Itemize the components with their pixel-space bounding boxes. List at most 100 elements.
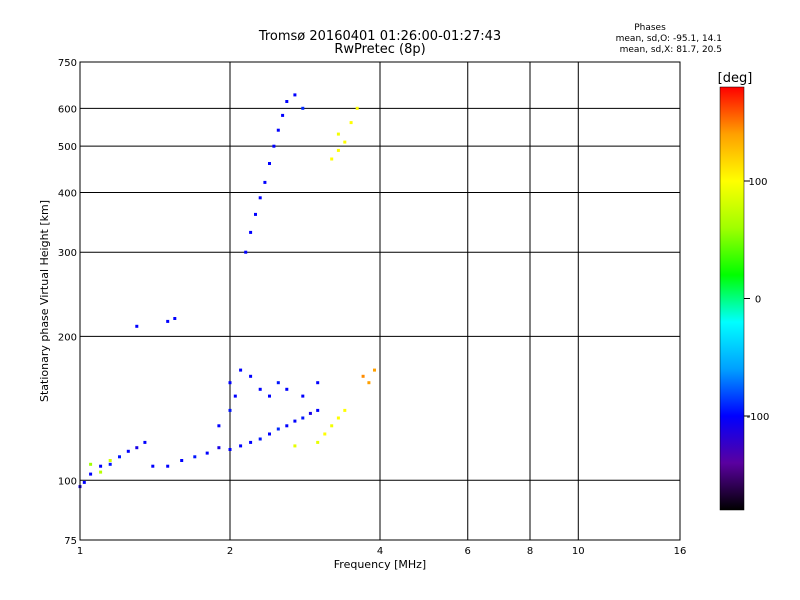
point-x-4: [349, 121, 353, 125]
point-x-12: [367, 381, 371, 385]
point-o-22: [293, 419, 297, 423]
chart-subtitle: RwPretec (8p): [334, 42, 425, 57]
data-points: [78, 93, 376, 489]
chart-title: Tromsø 20160401 01:26:00-01:27:43: [258, 29, 501, 44]
point-o-3: [99, 464, 103, 468]
point-o-38: [244, 250, 248, 254]
point-o-13: [205, 451, 209, 455]
point-o-18: [258, 437, 262, 441]
x-tick-label-1: 2: [227, 546, 233, 557]
colorbar-tick-label-0: 100: [748, 177, 767, 188]
point-o-42: [263, 180, 267, 184]
point-x-15: [89, 462, 93, 466]
point-x-11: [293, 444, 297, 448]
point-o-20: [276, 427, 280, 431]
x-tick-label-5: 10: [572, 546, 585, 557]
point-o-17: [249, 440, 253, 444]
point-o-10: [166, 464, 170, 468]
point-o-15: [228, 448, 232, 451]
point-o-7: [135, 446, 139, 450]
point-o-11: [180, 459, 184, 462]
point-o-8: [143, 440, 147, 444]
plot-frame: [79, 61, 681, 541]
point-x-8: [330, 424, 334, 428]
y-tick-label-6: 600: [58, 104, 77, 115]
point-o-24: [308, 411, 312, 415]
point-x-10: [343, 408, 347, 412]
y-tick-label-2: 200: [58, 332, 77, 343]
point-x-13: [373, 368, 376, 372]
point-o-51: [173, 317, 177, 320]
point-x-1: [336, 148, 340, 152]
point-o-12: [193, 455, 197, 459]
y-tick-label-0: 75: [64, 536, 77, 547]
y-tick-label-1: 100: [58, 476, 77, 487]
point-o-45: [276, 128, 280, 132]
point-x-7: [323, 432, 327, 436]
point-o-46: [281, 113, 285, 117]
point-o-23: [301, 416, 305, 420]
point-o-26: [217, 424, 221, 428]
point-o-19: [268, 432, 271, 436]
colorbar: [719, 86, 745, 511]
point-o-21: [285, 424, 289, 428]
y-axis-label: Stationary phase Virtual Height [km]: [38, 200, 51, 402]
point-o-25: [316, 408, 320, 412]
point-o-36: [301, 394, 305, 398]
point-o-37: [316, 381, 320, 385]
point-o-39: [249, 230, 253, 234]
y-tick-label-4: 400: [58, 188, 77, 199]
point-o-31: [249, 374, 253, 378]
point-o-4: [108, 462, 112, 466]
x-tick-label-3: 6: [465, 546, 471, 557]
point-o-43: [268, 162, 271, 165]
y-tick-label-3: 300: [58, 248, 77, 259]
point-o-48: [293, 93, 297, 97]
point-o-27: [228, 408, 232, 412]
point-o-14: [217, 446, 221, 450]
point-x-2: [343, 140, 347, 144]
x-axis-ticks: 1 2 4 6 8 10 16: [77, 546, 687, 557]
y-axis-ticks: 75 100 200 300 400 500 600 750: [58, 58, 77, 547]
point-o-33: [268, 394, 271, 398]
point-x-3: [336, 132, 340, 136]
x-tick-label-4: 8: [527, 546, 533, 557]
x-tick-label-0: 1: [77, 546, 83, 557]
point-o-32: [258, 387, 262, 391]
point-o-34: [276, 381, 280, 385]
point-o-29: [228, 381, 232, 385]
stats-o-line: mean, sd,O: -95.1, 14.1: [616, 34, 722, 44]
colorbar-tick-label-1: 0: [755, 295, 761, 306]
point-x-16: [99, 470, 103, 474]
point-x-17: [108, 459, 112, 462]
point-o-30: [239, 368, 243, 372]
point-o-47: [285, 100, 289, 103]
point-o-16: [239, 444, 243, 448]
x-tick-label-2: 4: [377, 546, 383, 557]
point-x-6: [316, 440, 320, 444]
y-tick-label-7: 750: [58, 58, 77, 69]
stats-heading: Phases: [634, 23, 666, 33]
point-o-49: [301, 106, 305, 110]
point-o-41: [258, 196, 262, 200]
y-tick-label-5: 500: [58, 142, 77, 153]
point-o-9: [151, 464, 155, 468]
point-o-40: [254, 212, 257, 216]
point-o-50: [166, 319, 170, 323]
point-o-6: [126, 449, 130, 453]
x-axis-label: Frequency [MHz]: [334, 558, 426, 571]
point-x-0: [330, 157, 334, 161]
point-o-1: [82, 480, 86, 484]
colorbar-label: [deg]: [718, 71, 753, 86]
point-o-44: [272, 144, 276, 148]
point-o-52: [135, 324, 139, 328]
point-o-2: [89, 472, 93, 476]
point-o-28: [233, 394, 237, 398]
colorbar-ticks: 100 0 -100: [744, 177, 769, 423]
point-o-5: [118, 455, 121, 459]
colorbar-tick-label-2: -100: [747, 412, 770, 423]
point-x-14: [361, 374, 365, 378]
grid: [80, 62, 680, 540]
x-tick-label-6: 16: [674, 546, 687, 557]
